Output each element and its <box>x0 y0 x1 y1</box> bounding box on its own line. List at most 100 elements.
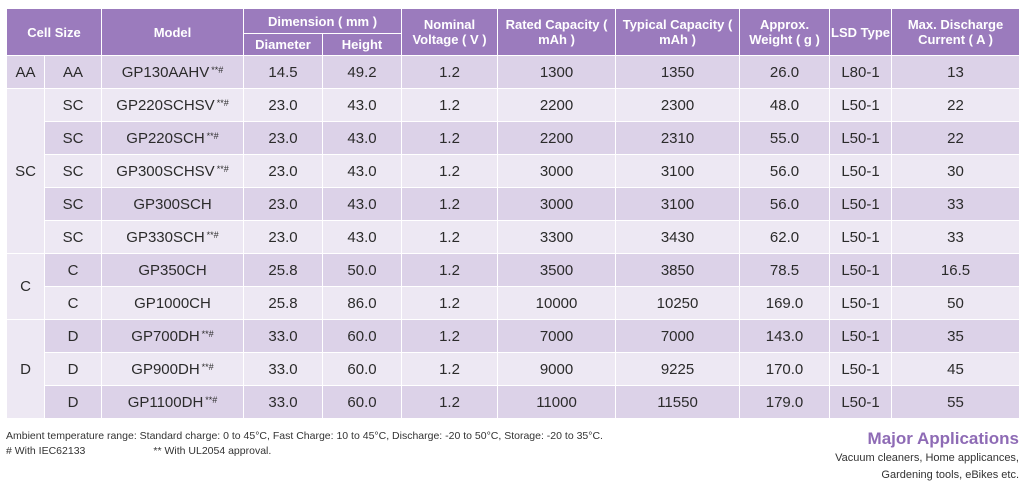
lsd-type-cell: L50-1 <box>829 88 893 122</box>
battery-spec-table: Cell Size Model Dimension ( mm ) Nominal… <box>6 8 1021 419</box>
diameter-cell: 25.8 <box>243 253 323 287</box>
max-discharge-cell: 30 <box>891 154 1021 188</box>
weight-cell: 55.0 <box>739 121 831 155</box>
applications-title: Major Applications <box>867 429 1019 448</box>
lsd-type-cell: L50-1 <box>829 253 893 287</box>
lsd-type-cell: L50-1 <box>829 319 893 353</box>
rated-capacity-cell: 3000 <box>497 154 617 188</box>
model-name: GP300SCH <box>133 195 212 213</box>
lsd-type-cell: L50-1 <box>829 385 893 419</box>
typical-capacity-cell: 9225 <box>615 352 741 386</box>
cell-size-group: D <box>6 319 45 419</box>
ambient-temperature-note: Ambient temperature range: Standard char… <box>6 430 603 442</box>
cell-size: SC <box>44 88 102 122</box>
header-nominal-voltage: Nominal Voltage ( V ) <box>401 8 499 56</box>
height-cell: 49.2 <box>321 55 403 89</box>
cell-size: SC <box>44 154 102 188</box>
max-discharge-cell: 45 <box>891 352 1021 386</box>
model-name: GP220SCH <box>126 129 205 147</box>
model-cell: GP700DH **# <box>101 319 244 353</box>
weight-cell: 62.0 <box>739 220 831 254</box>
diameter-cell: 23.0 <box>243 121 323 155</box>
applications-line-2: Gardening tools, eBikes etc. <box>881 469 1019 481</box>
model-cell: GP1000CH <box>101 286 244 320</box>
header-max-discharge: Max. Discharge Current ( A ) <box>891 8 1021 56</box>
weight-cell: 26.0 <box>739 55 831 89</box>
height-cell: 43.0 <box>321 88 403 122</box>
table-row: C GP1000CH 25.8 86.0 1.2 10000 10250 169.0 L50-1… <box>7 286 1021 320</box>
voltage-cell: 1.2 <box>401 352 499 386</box>
max-discharge-cell: 55 <box>891 385 1021 419</box>
typical-capacity-cell: 3100 <box>615 187 741 221</box>
header-model: Model <box>101 8 244 56</box>
rated-capacity-cell: 9000 <box>497 352 617 386</box>
height-cell: 60.0 <box>321 385 403 419</box>
typical-capacity-cell: 2300 <box>615 88 741 122</box>
table-row: D D GP700DH **# 33.0 60.0 1.2 7000 7000 143.0 L50-… <box>6 319 1021 419</box>
header-rated-capacity: Rated Capacity ( mAh ) <box>497 8 617 56</box>
approval-mark: **# <box>206 130 219 141</box>
height-cell: 60.0 <box>321 319 403 353</box>
table-row: SC GP300SCHSV **# 23.0 43.0 1.2 3000 3100 56.0 L5… <box>7 154 1021 188</box>
rated-capacity-cell: 2200 <box>497 88 617 122</box>
approval-mark: **# <box>216 163 229 174</box>
rated-capacity-cell: 11000 <box>497 385 617 419</box>
model-cell: GP300SCH <box>101 187 244 221</box>
weight-cell: 56.0 <box>739 154 831 188</box>
weight-cell: 48.0 <box>739 88 831 122</box>
rated-capacity-cell: 3000 <box>497 187 617 221</box>
header-height: Height <box>321 33 403 56</box>
lsd-type-cell: L80-1 <box>829 55 893 89</box>
model-cell: GP220SCHSV **# <box>101 88 244 122</box>
footnotes: Ambient temperature range: Standard char… <box>6 429 603 459</box>
rated-capacity-cell: 3500 <box>497 253 617 287</box>
height-cell: 50.0 <box>321 253 403 287</box>
max-discharge-cell: 50 <box>891 286 1021 320</box>
diameter-cell: 23.0 <box>243 154 323 188</box>
voltage-cell: 1.2 <box>401 286 499 320</box>
major-applications: Major Applications Vacuum cleaners, Home… <box>835 428 1019 484</box>
header-cell-size: Cell Size <box>6 8 102 56</box>
model-name: GP1100DH <box>127 393 204 411</box>
table-row: SC GP300SCH 23.0 43.0 1.2 3000 3100 56.0 L50-1 33 <box>7 187 1021 221</box>
cell-size-group: SC <box>6 88 45 254</box>
max-discharge-cell: 22 <box>891 121 1021 155</box>
voltage-cell: 1.2 <box>401 385 499 419</box>
height-cell: 86.0 <box>321 286 403 320</box>
header-typical-capacity: Typical Capacity ( mAh ) <box>615 8 741 56</box>
model-name: GP700DH <box>131 327 200 345</box>
cell-size: C <box>44 286 102 320</box>
cell-size: C <box>44 253 102 287</box>
weight-cell: 179.0 <box>739 385 831 419</box>
approval-mark: **# <box>201 361 214 372</box>
cell-size: D <box>44 385 102 419</box>
lsd-type-cell: L50-1 <box>829 121 893 155</box>
voltage-cell: 1.2 <box>401 154 499 188</box>
approval-mark: **# <box>211 64 224 75</box>
voltage-cell: 1.2 <box>401 253 499 287</box>
height-cell: 43.0 <box>321 220 403 254</box>
diameter-cell: 33.0 <box>243 385 323 419</box>
max-discharge-cell: 16.5 <box>891 253 1021 287</box>
typical-capacity-cell: 7000 <box>615 319 741 353</box>
model-cell: GP130AAHV **# <box>101 55 244 89</box>
diameter-cell: 23.0 <box>243 187 323 221</box>
model-name: GP900DH <box>131 360 200 378</box>
height-cell: 43.0 <box>321 187 403 221</box>
rated-capacity-cell: 3300 <box>497 220 617 254</box>
cell-size: SC <box>44 187 102 221</box>
voltage-cell: 1.2 <box>401 55 499 89</box>
weight-cell: 56.0 <box>739 187 831 221</box>
cell-size: SC <box>44 121 102 155</box>
model-cell: GP300SCHSV **# <box>101 154 244 188</box>
approval-mark: **# <box>206 229 219 240</box>
typical-capacity-cell: 10250 <box>615 286 741 320</box>
cell-size-group: AA <box>6 55 45 89</box>
cell-size: D <box>44 352 102 386</box>
cell-size: D <box>44 319 102 353</box>
rated-capacity-cell: 2200 <box>497 121 617 155</box>
iec-note: # With IEC62133 <box>6 445 86 457</box>
applications-line-1: Vacuum cleaners, Home applicances, <box>835 452 1019 464</box>
model-cell: GP350CH <box>101 253 244 287</box>
approval-mark: **# <box>201 328 214 339</box>
